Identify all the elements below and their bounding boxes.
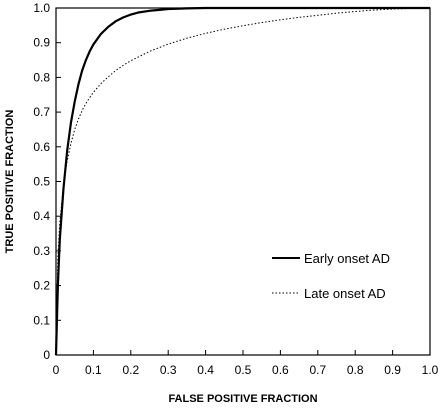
x-tick-label: 0.3 (160, 363, 177, 377)
y-tick-label: 0.2 (33, 279, 50, 293)
y-tick-label: 0.1 (33, 313, 50, 327)
y-tick-label: 1.0 (33, 1, 50, 15)
y-axis-ticks: 0 0.1 0.2 0.3 0.4 0.5 0.6 0.7 0.8 0.9 1.0 (33, 1, 61, 362)
plot-frame (55, 7, 431, 356)
legend: Early onset AD Late onset AD (272, 251, 390, 301)
x-tick-label: 0.1 (85, 363, 102, 377)
y-tick-label: 0.3 (33, 244, 50, 258)
y-tick-label: 0.9 (33, 36, 50, 50)
series-line-early-onset (54, 6, 430, 356)
x-tick-label: 0.7 (309, 363, 326, 377)
y-tick-label: 0.8 (33, 70, 50, 84)
y-tick-label: 0.4 (33, 209, 50, 223)
x-tick-label: 0 (53, 363, 60, 377)
series-layer (54, 6, 431, 356)
series-line-late-onset (55, 7, 431, 356)
y-tick-label: 0.6 (33, 140, 50, 154)
y-tick-label: 0.5 (33, 175, 50, 189)
x-tick-label: 0.6 (272, 363, 289, 377)
x-tick-label: 0.9 (384, 363, 401, 377)
x-tick-label: 0.2 (122, 363, 139, 377)
x-axis-ticks: 0 0.1 0.2 0.3 0.4 0.5 0.6 0.7 0.8 0.9 1.0 (53, 350, 439, 377)
y-tick-label: 0 (43, 348, 50, 362)
x-tick-label: 0.5 (235, 363, 252, 377)
y-tick-label: 0.7 (33, 105, 50, 119)
legend-label-early-onset: Early onset AD (304, 251, 390, 266)
legend-label-late-onset: Late onset AD (304, 286, 386, 301)
x-tick-label: 0.8 (347, 363, 364, 377)
x-tick-label: 0.4 (197, 363, 214, 377)
x-axis-title: FALSE POSITIVE FRACTION (168, 393, 317, 405)
x-tick-label: 1.0 (422, 363, 439, 377)
y-axis-title: TRUE POSITIVE FRACTION (4, 110, 16, 254)
